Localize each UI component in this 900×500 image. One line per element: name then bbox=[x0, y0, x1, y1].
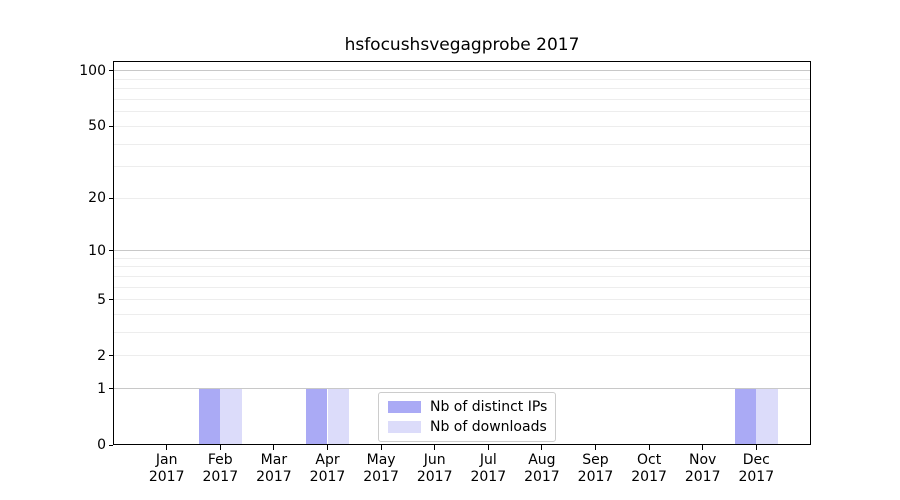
y-tick-mark bbox=[109, 70, 113, 72]
y-tick-label: 50 bbox=[88, 118, 106, 135]
y-tick-label: 10 bbox=[88, 242, 106, 259]
y-tick-mark bbox=[109, 299, 113, 301]
legend: Nb of distinct IPs Nb of downloads bbox=[378, 392, 557, 442]
y-gridline-minor bbox=[114, 88, 810, 90]
bar-nb-of-downloads bbox=[327, 388, 349, 444]
x-tick-label: Jan 2017 bbox=[148, 452, 185, 485]
x-tick-mark bbox=[166, 445, 168, 450]
legend-item-label: Nb of distinct IPs bbox=[430, 399, 548, 415]
legend-item: Nb of distinct IPs bbox=[388, 399, 547, 415]
x-tick-mark bbox=[327, 445, 328, 450]
y-gridline-minor bbox=[114, 166, 810, 168]
x-tick-mark bbox=[702, 445, 704, 450]
x-tick-mark bbox=[273, 445, 275, 450]
y-gridline-minor bbox=[114, 332, 810, 334]
y-tick-mark bbox=[109, 444, 113, 446]
x-tick-label: Sep 2017 bbox=[577, 452, 614, 485]
x-tick-label: Nov 2017 bbox=[684, 452, 721, 485]
y-tick-label: 1 bbox=[97, 380, 106, 397]
plot-area bbox=[113, 61, 811, 445]
y-gridline-minor bbox=[114, 99, 810, 100]
bar-nb-of-downloads bbox=[220, 388, 242, 444]
y-tick-mark bbox=[109, 197, 113, 199]
x-tick-mark bbox=[755, 445, 757, 450]
y-tick-mark bbox=[109, 250, 113, 252]
y-tick-label: 5 bbox=[97, 291, 106, 308]
y-tick-mark bbox=[109, 125, 113, 127]
y-gridline-minor bbox=[114, 257, 810, 259]
x-tick-label: Apr 2017 bbox=[309, 452, 346, 485]
bar-nb-of-distinct-ips bbox=[306, 388, 328, 444]
x-tick-mark bbox=[434, 445, 436, 450]
y-tick-label: 100 bbox=[79, 62, 106, 79]
legend-item-label: Nb of downloads bbox=[430, 419, 547, 435]
legend-swatch bbox=[388, 401, 421, 413]
x-tick-label: Feb 2017 bbox=[202, 452, 239, 485]
y-gridline-minor bbox=[114, 299, 810, 301]
y-gridline-minor bbox=[114, 143, 810, 145]
x-tick-label: Oct 2017 bbox=[631, 452, 667, 485]
y-tick-label: 2 bbox=[97, 347, 106, 364]
y-gridline-major bbox=[114, 70, 810, 72]
y-tick-label: 20 bbox=[88, 190, 106, 207]
x-tick-mark bbox=[487, 445, 489, 450]
y-gridline-minor bbox=[114, 111, 810, 113]
x-tick-label: May 2017 bbox=[363, 452, 399, 485]
y-gridline-minor bbox=[114, 355, 810, 357]
y-gridline-major bbox=[114, 388, 810, 390]
x-tick-label: Jun 2017 bbox=[416, 452, 453, 485]
legend-item: Nb of downloads bbox=[388, 419, 547, 435]
x-tick-mark bbox=[219, 445, 221, 450]
bar-nb-of-distinct-ips bbox=[198, 388, 221, 444]
y-gridline-major bbox=[114, 250, 810, 252]
y-tick-mark bbox=[109, 388, 113, 390]
x-tick-mark bbox=[648, 445, 650, 450]
x-tick-label: Dec 2017 bbox=[738, 452, 775, 485]
chart-title: hsfocushsvegagprobe 2017 bbox=[344, 35, 580, 55]
x-tick-mark bbox=[541, 445, 543, 450]
y-gridline-minor bbox=[114, 314, 810, 316]
y-gridline-minor bbox=[114, 275, 810, 277]
y-gridline-minor bbox=[114, 197, 810, 199]
x-tick-mark bbox=[595, 445, 596, 450]
y-gridline-minor bbox=[114, 78, 810, 80]
bar-nb-of-downloads bbox=[756, 388, 778, 444]
y-gridline-minor bbox=[114, 125, 810, 127]
y-tick-label: 0 bbox=[97, 437, 106, 453]
y-gridline-minor bbox=[114, 266, 810, 268]
y-tick-mark bbox=[109, 355, 113, 357]
x-tick-label: Aug 2017 bbox=[524, 452, 560, 485]
y-gridline-minor bbox=[114, 286, 810, 288]
bar-nb-of-distinct-ips bbox=[734, 388, 757, 444]
x-tick-label: Mar 2017 bbox=[256, 452, 292, 485]
x-tick-label: Jul 2017 bbox=[470, 452, 507, 485]
legend-swatch bbox=[388, 421, 421, 433]
x-tick-mark bbox=[380, 445, 382, 450]
